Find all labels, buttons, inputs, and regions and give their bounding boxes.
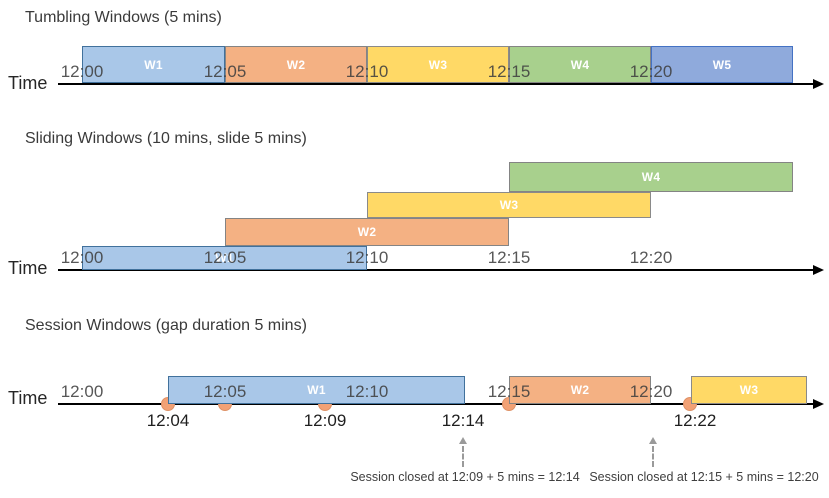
tumbling-time-axis-label: Time [8,73,48,93]
sliding-tick-label-1220: 12:20 [629,248,673,267]
window-label: W3 [739,383,759,397]
window-label: W1 [144,57,163,72]
session-window-w1: W1 [168,376,465,404]
session-event-time-label-1209: 12:09 [303,411,347,430]
callout-dashed-line [652,446,654,467]
sliding-tick-label-1200: 12:00 [60,248,104,267]
session-tick-label-1200: 12:00 [60,382,104,401]
session-tick-label-1215: 12:15 [487,382,531,401]
tumbling-tick-label-1210: 12:10 [345,62,389,81]
window-label: W2 [357,225,377,239]
session-closed-annotation-1: Session closed at 12:09 + 5 mins = 12:14 [350,470,580,484]
window-label: W2 [286,57,306,72]
session-event-time-label-1204: 12:04 [146,411,190,430]
tumbling-tick-label-1205: 12:05 [203,62,247,81]
window-label: W2 [570,383,590,397]
session-tick-label-1205: 12:05 [203,382,247,401]
tumbling-tick-label-1200: 12:00 [60,62,104,81]
sliding-tick-label-1210: 12:10 [345,248,389,267]
session-time-axis-label: Time [8,388,48,408]
sliding-section-title: Sliding Windows (10 mins, slide 5 mins) [25,130,307,147]
callout-arrowhead-icon [459,437,467,444]
session-section-title: Session Windows (gap duration 5 mins) [25,317,307,334]
sliding-time-axis-arrowhead-icon [813,265,824,275]
session-window-w2: W2 [509,376,651,404]
tumbling-time-axis-arrowhead-icon [813,79,824,89]
callout-dashed-line [462,446,464,467]
tumbling-section-title: Tumbling Windows (5 mins) [25,9,222,26]
session-tick-label-1210: 12:10 [345,382,389,401]
session-tick-label-1220: 12:20 [629,382,673,401]
sliding-window-w4: W4 [509,162,793,192]
tumbling-window-w3: W3 [367,46,509,83]
sliding-tick-label-1215: 12:15 [487,248,531,267]
session-event-time-label-1214: 12:14 [441,411,485,430]
tumbling-tick-label-1215: 12:15 [487,62,531,81]
window-label: W3 [499,198,519,212]
window-label: W1 [307,383,326,397]
window-label: W1 [215,251,234,265]
session-time-axis-line [58,403,814,405]
window-label: W5 [712,57,732,72]
sliding-time-axis-label: Time [8,258,48,278]
window-label: W3 [428,57,448,72]
sliding-window-w3: W3 [367,192,651,218]
callout-arrowhead-icon [649,437,657,444]
sliding-window-w2: W2 [225,218,509,246]
tumbling-window-w2: W2 [225,46,367,83]
tumbling-window-w1: W1 [82,46,225,83]
sliding-window-w1: W1 [82,246,367,270]
session-window-w3: W3 [691,376,807,404]
tumbling-window-w5: W5 [651,46,793,83]
sliding-tick-label-1205: 12:05 [203,248,247,267]
session-time-axis-arrowhead-icon [813,399,824,409]
window-label: W4 [570,57,590,72]
session-closed-annotation-2: Session closed at 12:15 + 5 mins = 12:20 [589,470,819,484]
tumbling-tick-label-1220: 12:20 [629,62,673,81]
window-label: W4 [641,170,661,184]
session-event-time-label-1222: 12:22 [673,411,717,430]
tumbling-time-axis-line [58,83,814,85]
sliding-time-axis-line [58,269,814,271]
tumbling-window-w4: W4 [509,46,651,83]
